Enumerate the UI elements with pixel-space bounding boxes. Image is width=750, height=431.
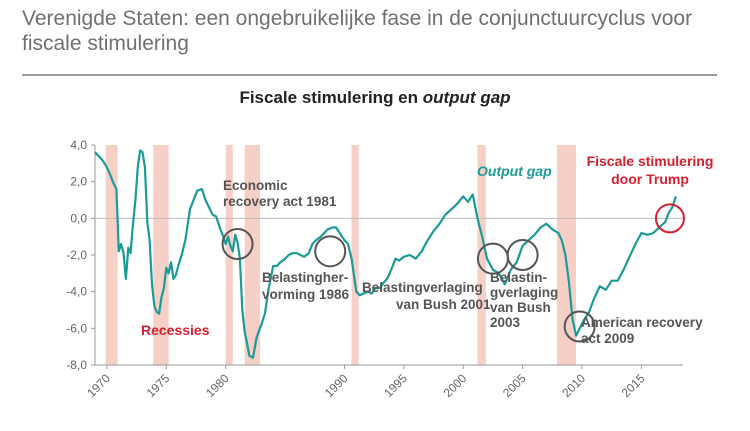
y-tick-label: -2,0 xyxy=(66,248,87,262)
bush2003-label-line3: van Bush xyxy=(490,300,551,315)
circle-trump xyxy=(654,203,685,234)
recession-band-3 xyxy=(225,145,233,365)
fiscal-label-line1: Fiscale stimulering xyxy=(587,153,714,169)
bush2003-label-line1: Belastin- xyxy=(490,270,547,285)
page-title: Verenigde Staten: een ongebruikelijke fa… xyxy=(22,7,693,55)
title-divider xyxy=(22,74,717,76)
bush2001-label-line1: Belastingverlaging xyxy=(362,280,483,295)
chart-title: Fiscale stimulering en output gap xyxy=(0,88,750,108)
arra-label-line2: act 2009 xyxy=(581,331,634,346)
annotation-labels: Output gap Fiscale stimulering door Trum… xyxy=(141,153,713,346)
output-gap-line xyxy=(94,149,677,359)
y-tick-label: 4,0 xyxy=(70,138,87,152)
recession-band-5 xyxy=(351,145,359,365)
y-tick-label: -8,0 xyxy=(66,358,87,372)
recession-band-1 xyxy=(105,145,118,365)
arra-label-line1: American recovery xyxy=(581,315,703,330)
x-tick-label: 1990 xyxy=(322,371,351,400)
recession-band-4 xyxy=(244,145,261,365)
series-output-gap xyxy=(94,149,677,359)
circle-tax-1986 xyxy=(314,235,347,268)
bush2003-label-line2: gverlaging xyxy=(490,285,558,300)
recessies-label: Recessies xyxy=(141,322,210,338)
x-tick-label: 1995 xyxy=(381,371,410,400)
y-tick-label: -6,0 xyxy=(66,321,87,335)
annotation-circles xyxy=(221,203,685,343)
bush2001-label-line2: van Bush 2001 xyxy=(396,297,491,312)
x-tick-label: 1975 xyxy=(144,371,173,400)
y-tick-label: 0,0 xyxy=(70,211,87,225)
tax1986-label-line2: vorming 1986 xyxy=(262,287,350,302)
output-gap-label: Output gap xyxy=(477,163,552,179)
x-tick-label: 2005 xyxy=(500,371,529,400)
x-tick-label: 1970 xyxy=(84,371,113,400)
tax1986-label-line1: Belastingher- xyxy=(262,270,348,285)
recession-band-6 xyxy=(477,145,486,365)
x-tick-label: 2000 xyxy=(441,371,470,400)
ecra-label-line1: Economic xyxy=(223,178,288,193)
chart-title-plain: Fiscale stimulering en xyxy=(239,88,423,107)
ecra-label-line2: recovery act 1981 xyxy=(223,194,337,209)
fiscal-label-line2: door Trump xyxy=(611,171,689,187)
x-tick-label: 2015 xyxy=(619,371,648,400)
circle-arra-2009 xyxy=(563,310,596,343)
chart-title-italic: output gap xyxy=(422,88,511,107)
x-tick-label: 2010 xyxy=(559,371,588,400)
y-tick-label: 2,0 xyxy=(70,175,87,189)
bush2003-label-line4: 2003 xyxy=(490,315,521,330)
x-tick-label: 1980 xyxy=(203,371,232,400)
circle-ecra-1981 xyxy=(221,228,254,260)
y-tick-label: -4,0 xyxy=(66,285,87,299)
circle-bush-2003 xyxy=(506,239,539,271)
